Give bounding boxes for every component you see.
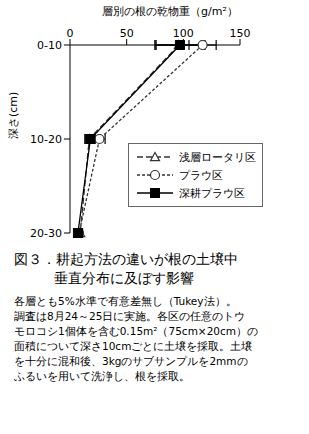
html-text:を十分に混和後、3kgのサブサンプルを2mmの: を十分に混和後、3kgのサブサンプルを2mmの bbox=[14, 355, 248, 367]
svg-text:20-30: 20-30 bbox=[30, 227, 62, 238]
svg-text:0-10: 0-10 bbox=[37, 39, 62, 52]
html-text:図３．耕起方法の違いが根の土壌中: 図３．耕起方法の違いが根の土壌中 bbox=[14, 251, 238, 267]
html-text:ふるいを用いて洗浄し、根を採取。: ふるいを用いて洗浄し、根を採取。 bbox=[14, 370, 190, 382]
html-text:調査は8月24～25日に実施。各区の任意のトウ: 調査は8月24～25日に実施。各区の任意のトウ bbox=[14, 310, 246, 322]
html-text:プラウ区: プラウ区 bbox=[179, 168, 223, 182]
html-text:深耕プラウ区: 深耕プラウ区 bbox=[179, 186, 245, 200]
svg-text:0: 0 bbox=[67, 27, 74, 40]
html-text:モロコシ1個体を含む0.15m²（75cm×20cm）の: モロコシ1個体を含む0.15m²（75cm×20cm）の bbox=[14, 325, 258, 337]
svg-text:深さ(cm): 深さ(cm) bbox=[8, 92, 20, 139]
svg-text:10-20: 10-20 bbox=[30, 133, 62, 146]
html-text:面積について深さ10cmごとに土壌を採取。土壌: 面積について深さ10cmごとに土壌を採取。土壌 bbox=[14, 340, 253, 352]
html-text:各層とも5%水準で有意差無し（Tukey法）。: 各層とも5%水準で有意差無し（Tukey法）。 bbox=[14, 295, 237, 307]
html-text:層別の根の乾物重（g/m²）: 層別の根の乾物重（g/m²） bbox=[102, 5, 238, 18]
html-text:垂直分布に及ぼす影響: 垂直分布に及ぼす影響 bbox=[54, 270, 194, 286]
html-text:浅層ロータリ区: 浅層ロータリ区 bbox=[179, 150, 256, 164]
svg-text:50: 50 bbox=[120, 27, 134, 40]
svg-text:150: 150 bbox=[230, 27, 251, 40]
svg-text:100: 100 bbox=[173, 27, 194, 40]
